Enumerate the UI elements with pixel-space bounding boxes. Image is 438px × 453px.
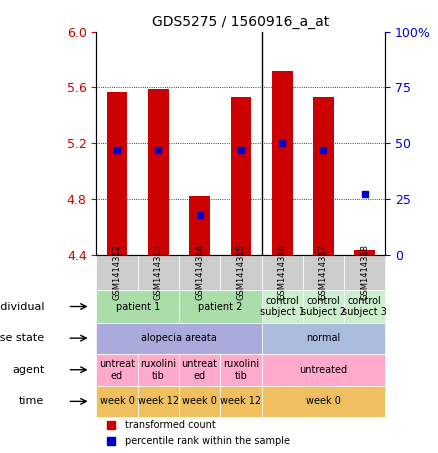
Text: transformed count: transformed count: [125, 420, 216, 430]
Text: alopecia areata: alopecia areata: [141, 333, 217, 343]
Text: ruxolini
tib: ruxolini tib: [223, 359, 259, 381]
FancyBboxPatch shape: [261, 323, 385, 353]
Text: disease state: disease state: [0, 333, 44, 343]
FancyBboxPatch shape: [261, 386, 385, 417]
FancyBboxPatch shape: [220, 255, 261, 290]
Text: week 12: week 12: [138, 396, 179, 406]
Bar: [107, 92, 127, 255]
Text: normal: normal: [306, 333, 341, 343]
Text: individual: individual: [0, 302, 44, 312]
Text: control
subject 3: control subject 3: [343, 296, 387, 317]
Text: untreated: untreated: [300, 365, 348, 375]
FancyBboxPatch shape: [261, 353, 385, 386]
FancyBboxPatch shape: [344, 255, 385, 290]
FancyBboxPatch shape: [96, 353, 138, 386]
FancyBboxPatch shape: [179, 255, 220, 290]
Text: untreat
ed: untreat ed: [99, 359, 135, 381]
Bar: [313, 97, 334, 255]
FancyBboxPatch shape: [220, 386, 261, 417]
Bar: [189, 196, 210, 255]
Text: GSM1414313: GSM1414313: [154, 245, 163, 300]
Text: GSM1414314: GSM1414314: [195, 245, 204, 300]
Text: percentile rank within the sample: percentile rank within the sample: [125, 436, 290, 446]
FancyBboxPatch shape: [96, 290, 179, 323]
Text: week 0: week 0: [306, 396, 341, 406]
FancyBboxPatch shape: [138, 353, 179, 386]
Text: patient 1: patient 1: [116, 302, 160, 312]
Text: control
subject 2: control subject 2: [301, 296, 346, 317]
Text: GSM1414312: GSM1414312: [113, 245, 121, 300]
FancyBboxPatch shape: [303, 290, 344, 323]
Text: week 12: week 12: [220, 396, 261, 406]
Title: GDS5275 / 1560916_a_at: GDS5275 / 1560916_a_at: [152, 15, 329, 29]
Text: control
subject 1: control subject 1: [260, 296, 305, 317]
FancyBboxPatch shape: [96, 255, 138, 290]
FancyBboxPatch shape: [96, 386, 138, 417]
FancyBboxPatch shape: [138, 386, 179, 417]
Text: GSM1414318: GSM1414318: [360, 245, 369, 300]
Text: GSM1414315: GSM1414315: [237, 245, 245, 300]
FancyBboxPatch shape: [179, 386, 220, 417]
Bar: [148, 89, 169, 255]
FancyBboxPatch shape: [261, 290, 303, 323]
Bar: [230, 97, 251, 255]
Text: patient 2: patient 2: [198, 302, 243, 312]
FancyBboxPatch shape: [96, 323, 261, 353]
FancyBboxPatch shape: [179, 290, 261, 323]
FancyBboxPatch shape: [179, 353, 220, 386]
FancyBboxPatch shape: [303, 255, 344, 290]
Text: week 0: week 0: [99, 396, 134, 406]
Text: agent: agent: [12, 365, 44, 375]
FancyBboxPatch shape: [344, 290, 385, 323]
Text: ruxolini
tib: ruxolini tib: [140, 359, 177, 381]
FancyBboxPatch shape: [138, 255, 179, 290]
Bar: [272, 71, 293, 255]
Text: GSM1414316: GSM1414316: [278, 245, 287, 300]
Text: time: time: [19, 396, 44, 406]
Text: week 0: week 0: [182, 396, 217, 406]
FancyBboxPatch shape: [220, 353, 261, 386]
Bar: [354, 251, 375, 255]
Text: GSM1414317: GSM1414317: [319, 245, 328, 300]
Text: untreat
ed: untreat ed: [182, 359, 218, 381]
FancyBboxPatch shape: [261, 255, 303, 290]
